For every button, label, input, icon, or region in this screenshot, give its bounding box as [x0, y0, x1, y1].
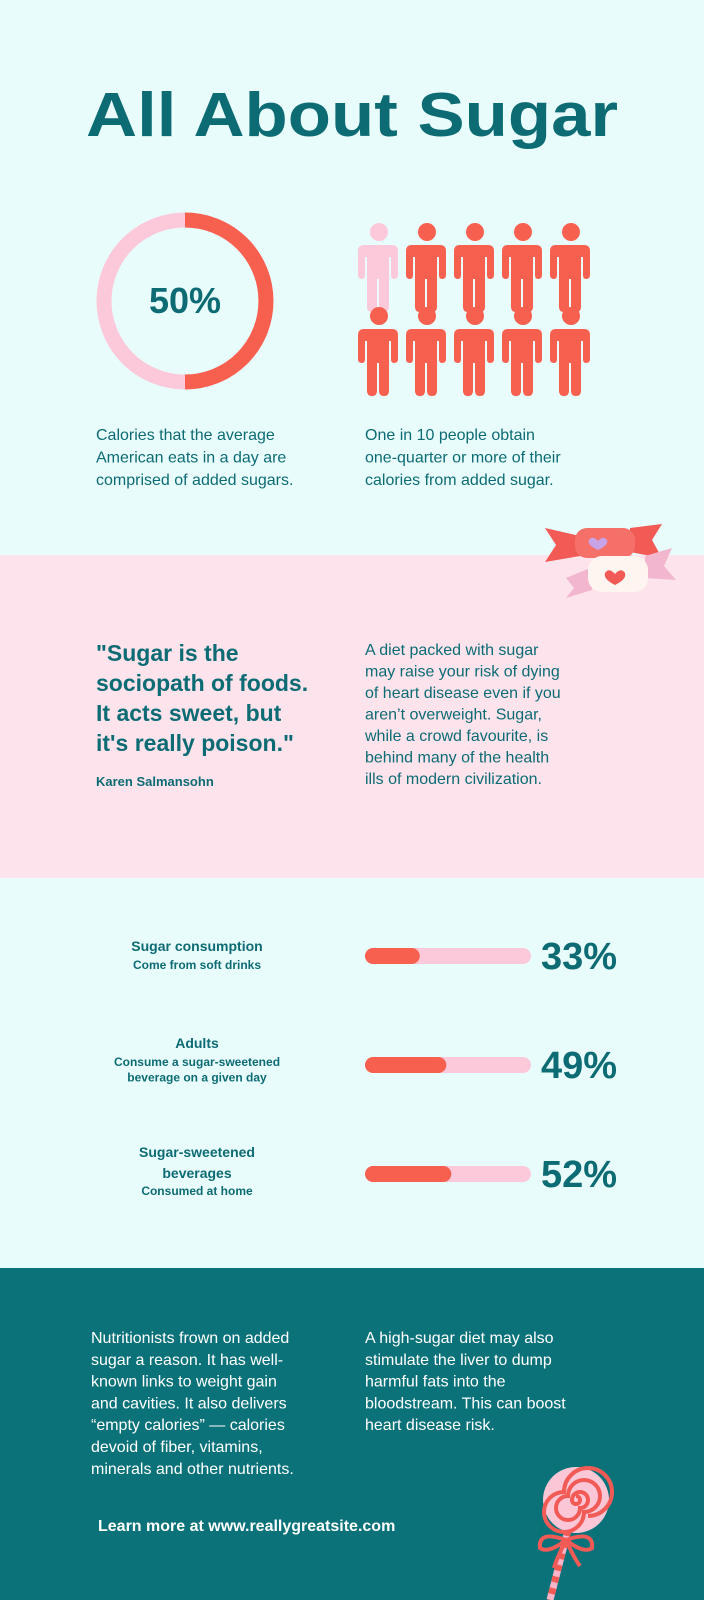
person-body: [502, 329, 542, 396]
person-icon: [454, 223, 494, 312]
caption: One in 10 people obtain: [365, 427, 535, 444]
caption: calories from added sugar.: [365, 472, 554, 489]
bar-subtitle: beverage on a given day: [127, 1071, 267, 1085]
quote-body: ills of modern civilization.: [365, 771, 542, 788]
footer-section: [0, 1268, 704, 1600]
donut-arc: [184, 212, 274, 390]
person-body: [406, 329, 446, 396]
bar-subtitle: Come from soft drinks: [133, 958, 261, 972]
lollipop-icon: [537, 1466, 614, 1600]
footer-text: harmful fats into the: [365, 1374, 506, 1391]
bar-title: Adults: [175, 1035, 219, 1051]
bar-subtitle: Consume a sugar-sweetened: [114, 1055, 280, 1069]
footer-text: A high-sugar diet may also: [365, 1330, 554, 1347]
person-head: [514, 307, 532, 325]
person-head: [418, 223, 436, 241]
bars-section: [0, 878, 704, 1268]
footer-text: and cavities. It also delivers: [91, 1395, 287, 1412]
person-body: [550, 329, 590, 396]
quote-body: while a crowd favourite, is: [364, 728, 548, 745]
quote-line: "Sugar is the: [96, 640, 239, 666]
title: All About Sugar: [86, 81, 618, 150]
footer-text: sugar a reason. It has well-: [91, 1352, 283, 1369]
person-body: [358, 245, 398, 312]
footer-text: bloodstream. This can boost: [365, 1395, 566, 1412]
bar-title: beverages: [162, 1165, 231, 1181]
footer-text: “empty calories” — calories: [91, 1417, 285, 1434]
footer-text: devoid of fiber, vitamins,: [91, 1439, 263, 1456]
person-body: [454, 329, 494, 396]
bar-percent: 49%: [541, 1045, 617, 1087]
donut-label: 50%: [149, 280, 221, 321]
person-head: [562, 307, 580, 325]
person-icon: [502, 307, 542, 396]
person-icon: [406, 307, 446, 396]
person-body: [454, 245, 494, 312]
candy-icon: [545, 524, 676, 598]
bar-subtitle: Consumed at home: [141, 1184, 253, 1198]
person-head: [466, 307, 484, 325]
quote-line: It acts sweet, but: [96, 700, 282, 726]
person-body: [358, 329, 398, 396]
bar-title: Sugar consumption: [131, 938, 262, 954]
quote-line: sociopath of foods.: [96, 670, 308, 696]
caption: American eats in a day are: [96, 450, 286, 467]
person-head: [418, 307, 436, 325]
person-head: [514, 223, 532, 241]
caption: one-quarter or more of their: [365, 450, 561, 467]
person-icon: [358, 307, 398, 396]
person-head: [466, 223, 484, 241]
person-head: [370, 307, 388, 325]
footer-text: known links to weight gain: [91, 1374, 277, 1391]
quote-line: it's really poison.": [96, 730, 294, 756]
person-body: [406, 245, 446, 312]
quote-body: aren’t overweight. Sugar,: [365, 707, 542, 724]
quote-body: A diet packed with sugar: [365, 642, 539, 659]
person-icon: [454, 307, 494, 396]
person-body: [550, 245, 590, 312]
person-body: [502, 245, 542, 312]
bar-title: Sugar-sweetened: [139, 1144, 255, 1160]
footer-text: Nutritionists frown on added: [91, 1330, 289, 1347]
quote-body: behind many of the health: [365, 750, 549, 767]
person-icon: [550, 223, 590, 312]
quote-section: [0, 555, 704, 878]
caption: Calories that the average: [96, 427, 275, 444]
person-icon: [550, 307, 590, 396]
caption: comprised of added sugars.: [96, 472, 293, 489]
person-head: [370, 223, 388, 241]
quote-body: may raise your risk of dying: [365, 664, 560, 681]
quote-author: Karen Salmansohn: [96, 774, 214, 789]
bar-fill: [365, 1166, 452, 1182]
bar-fill: [365, 1057, 447, 1073]
person-head: [562, 223, 580, 241]
person-icon: [358, 223, 398, 312]
bar-fill: [365, 948, 420, 964]
footer-link: Learn more at www.reallygreatsite.com: [98, 1518, 395, 1535]
person-icon: [502, 223, 542, 312]
bar-percent: 52%: [541, 1154, 617, 1196]
footer-text: stimulate the liver to dump: [365, 1352, 552, 1369]
bar-percent: 33%: [541, 936, 617, 978]
person-icon: [406, 223, 446, 312]
footer-text: heart disease risk.: [365, 1417, 495, 1434]
footer-text: minerals and other nutrients.: [91, 1461, 294, 1478]
quote-body: of heart disease even if you: [365, 685, 561, 702]
